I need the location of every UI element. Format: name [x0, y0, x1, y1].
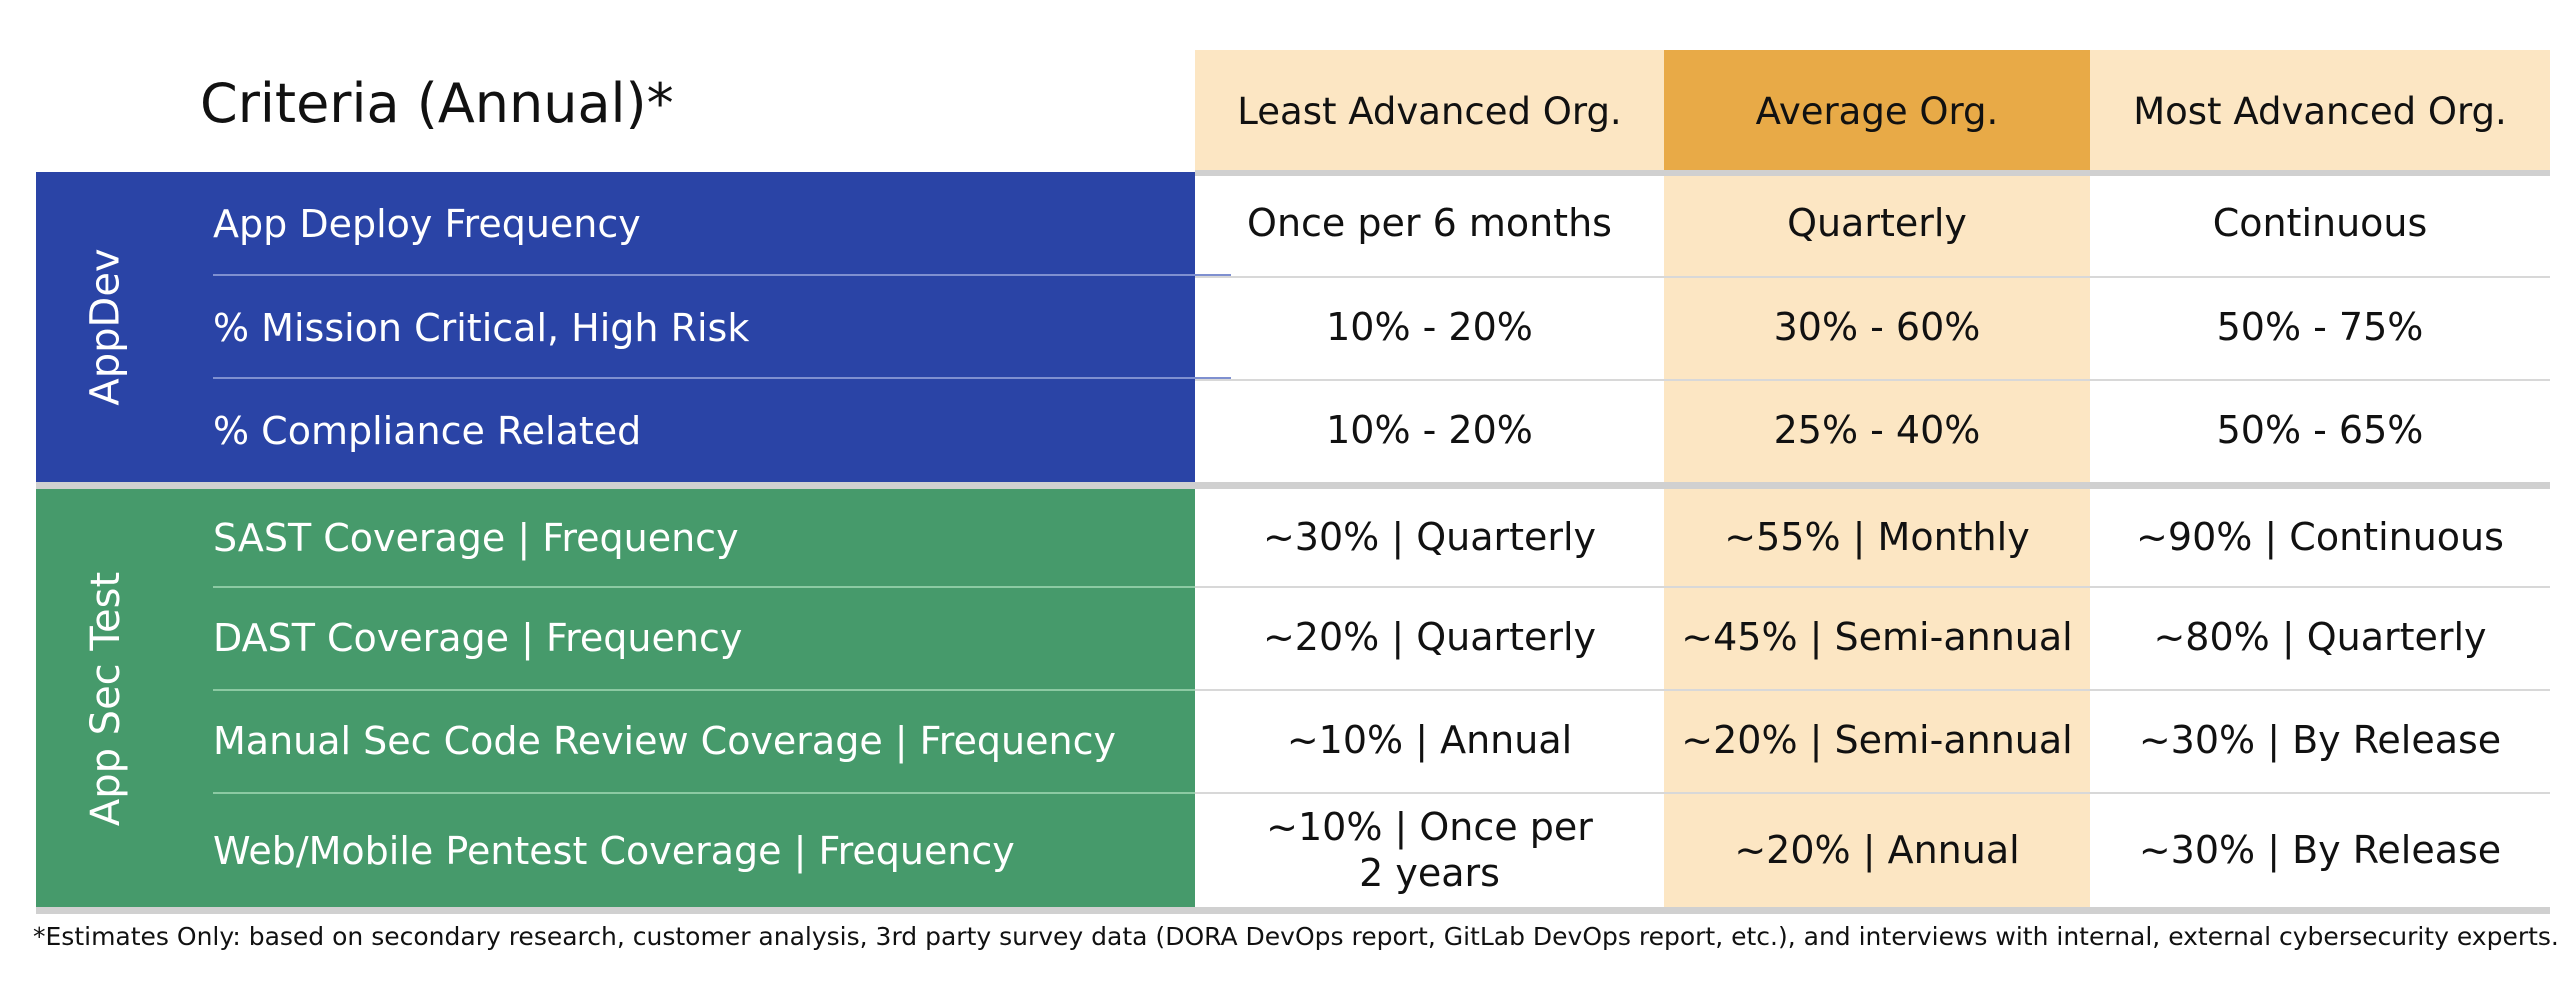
cell-average: 25% - 40% — [1773, 407, 1981, 452]
row-divider — [213, 586, 1231, 588]
group-appdev: AppDev — [36, 172, 1231, 482]
group-app-sec-test: App Sec Test — [36, 489, 1231, 909]
cell-average: ~55% | Monthly — [1724, 514, 2030, 559]
cell-most: ~30% | By Release — [2138, 717, 2502, 762]
cell-least: ~10% | Once per 2 years — [1195, 792, 1664, 909]
cell-most: ~90% | Continuous — [2136, 514, 2504, 559]
average-column-background — [1664, 172, 2090, 909]
cell-average: Quarterly — [1787, 201, 1967, 246]
row-divider — [213, 274, 1231, 276]
section-divider — [36, 482, 2550, 489]
row-divider — [1195, 792, 2550, 794]
cell-most: ~80% | Quarterly — [2153, 614, 2487, 659]
group-label-appdev: AppDev — [83, 248, 130, 406]
cell-least-line2: 2 years — [1359, 850, 1500, 895]
column-header-most-advanced: Most Advanced Org. — [2090, 50, 2550, 172]
row-label-compliance-related: % Compliance Related — [213, 408, 642, 453]
cell-average: ~45% | Semi-annual — [1681, 614, 2073, 659]
cell-least: ~20% | Quarterly — [1262, 614, 1597, 659]
table-bottom-border — [36, 907, 2550, 914]
row-label-app-deploy-frequency: App Deploy Frequency — [213, 202, 641, 246]
cell-least: Once per 6 months — [1247, 201, 1612, 246]
footnote: *Estimates Only: based on secondary rese… — [33, 922, 2559, 951]
criteria-title: Criteria (Annual)* — [200, 72, 674, 135]
cell-most: Continuous — [2212, 201, 2428, 246]
cell-least: ~10% | Annual — [1286, 717, 1573, 762]
cell-least-line1: ~10% | Once per — [1266, 804, 1593, 849]
cell-most: ~30% | By Release — [2138, 827, 2502, 872]
column-header-average: Average Org. — [1664, 50, 2090, 172]
row-label-pentest-coverage: Web/Mobile Pentest Coverage | Frequency — [213, 828, 1015, 873]
cell-average: ~20% | Annual — [1734, 827, 2020, 872]
cell-average: 30% - 60% — [1773, 304, 1981, 349]
row-label-mission-critical: % Mission Critical, High Risk — [213, 305, 750, 350]
cell-least: 10% - 20% — [1326, 304, 1533, 349]
row-divider — [1195, 586, 2550, 588]
cell-most: 50% - 65% — [2216, 407, 2424, 452]
row-divider — [1195, 689, 2550, 691]
row-label-manual-code-review: Manual Sec Code Review Coverage | Freque… — [213, 718, 1116, 763]
group-label-app-sec-test: App Sec Test — [83, 571, 129, 827]
row-divider — [213, 377, 1231, 379]
cell-least: ~30% | Quarterly — [1262, 514, 1597, 559]
row-label-dast-coverage: DAST Coverage | Frequency — [213, 615, 743, 660]
row-divider — [1195, 276, 2550, 278]
cell-least: 10% - 20% — [1326, 407, 1533, 452]
row-divider — [1195, 379, 2550, 381]
cell-most: 50% - 75% — [2216, 304, 2424, 349]
cell-average: ~20% | Semi-annual — [1681, 717, 2073, 762]
row-label-sast-coverage: SAST Coverage | Frequency — [213, 515, 739, 560]
row-divider — [213, 689, 1231, 691]
row-divider — [213, 792, 1231, 794]
header-divider — [1195, 170, 2550, 176]
column-header-least-advanced: Least Advanced Org. — [1195, 50, 1664, 172]
